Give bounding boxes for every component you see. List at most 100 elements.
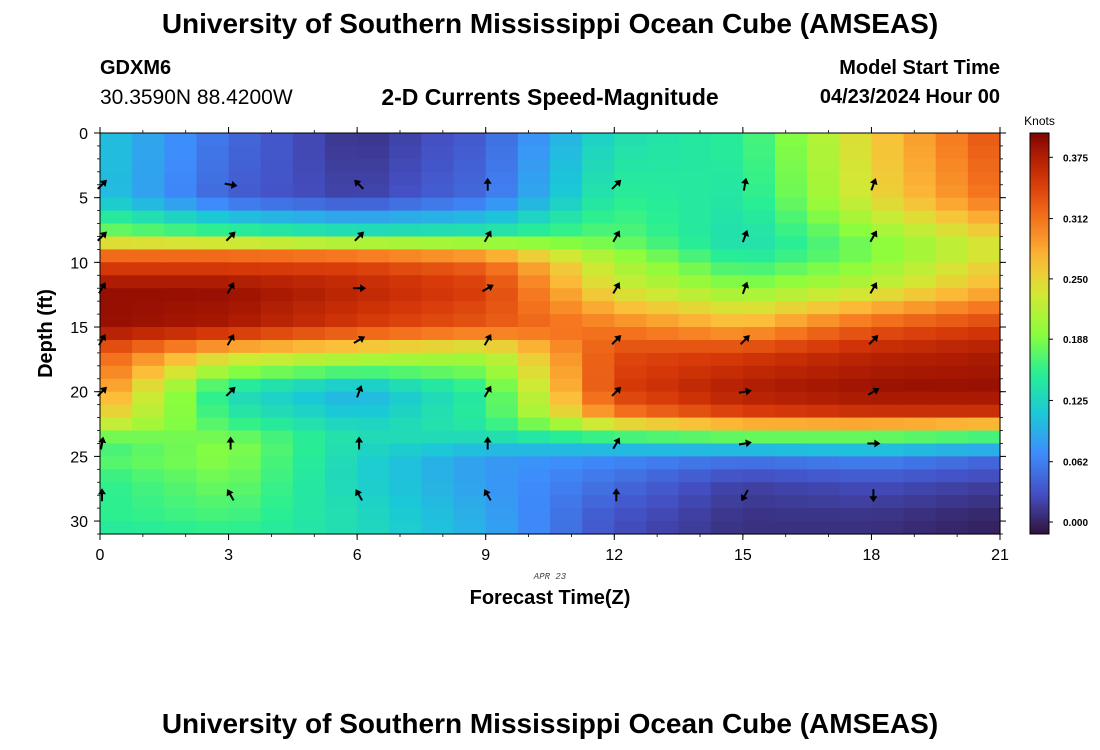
heatmap-cell bbox=[228, 288, 262, 302]
heatmap-cell bbox=[357, 236, 390, 251]
heatmap-cell bbox=[742, 352, 776, 367]
heatmap-cell bbox=[807, 482, 840, 496]
heatmap-cell bbox=[485, 417, 519, 432]
heatmap-cell bbox=[260, 404, 294, 419]
heatmap-cell bbox=[967, 133, 1001, 147]
heatmap-cell bbox=[935, 197, 969, 212]
heatmap-cell bbox=[132, 197, 165, 212]
heatmap-cell bbox=[164, 314, 198, 328]
heatmap-cell bbox=[357, 288, 390, 302]
heatmap-cell bbox=[421, 339, 455, 354]
heatmap-cell bbox=[132, 482, 165, 496]
heatmap-cell bbox=[100, 378, 133, 393]
heatmap-cell bbox=[164, 352, 198, 367]
heatmap-cell bbox=[389, 223, 423, 238]
heatmap-cell bbox=[325, 145, 358, 160]
heatmap-cell bbox=[678, 249, 712, 263]
heatmap-cell bbox=[357, 314, 390, 328]
heatmap-cell bbox=[389, 508, 423, 522]
heatmap-cell bbox=[421, 210, 455, 225]
page-title: University of Southern Mississippi Ocean… bbox=[161, 8, 939, 39]
current-vector-arrow bbox=[354, 231, 365, 242]
heatmap-cell bbox=[228, 133, 262, 147]
heatmap-cell bbox=[228, 508, 262, 522]
heatmap-cell bbox=[517, 365, 551, 380]
heatmap-cell bbox=[421, 236, 455, 251]
heatmap-cell bbox=[775, 210, 808, 225]
heatmap-cell bbox=[453, 223, 487, 238]
heatmap-cell bbox=[839, 417, 873, 432]
heatmap-cell bbox=[839, 391, 873, 406]
heatmap-cell bbox=[839, 145, 873, 160]
heatmap-cell bbox=[550, 365, 583, 380]
heatmap-cell bbox=[967, 339, 1001, 354]
heatmap-cell bbox=[292, 197, 326, 212]
heatmap-cell bbox=[132, 391, 165, 406]
heatmap-cell bbox=[132, 339, 165, 354]
heatmap-cell bbox=[710, 417, 744, 432]
heatmap-cell bbox=[389, 145, 423, 160]
heatmap-cell bbox=[775, 495, 808, 509]
heatmap-cell bbox=[710, 314, 744, 328]
heatmap-cell bbox=[100, 404, 133, 419]
heatmap-cell bbox=[517, 210, 551, 225]
heatmap-cell bbox=[614, 249, 648, 263]
heatmap-cell bbox=[614, 288, 648, 302]
current-vector-arrow bbox=[482, 284, 494, 293]
heatmap-cell bbox=[967, 391, 1001, 406]
heatmap-cell bbox=[775, 275, 808, 289]
heatmap-cell bbox=[646, 249, 680, 263]
heatmap-cell bbox=[871, 145, 905, 160]
heatmap-cell bbox=[260, 314, 294, 328]
heatmap-cell bbox=[582, 508, 615, 522]
heatmap-cell bbox=[389, 417, 423, 432]
chart-title: 2-D Currents Speed-Magnitude bbox=[381, 84, 719, 110]
heatmap-cell bbox=[389, 521, 423, 535]
heatmap-cell bbox=[485, 158, 519, 173]
heatmap-cell bbox=[196, 327, 230, 341]
heatmap-cell bbox=[807, 378, 840, 393]
heatmap-cell bbox=[646, 158, 680, 173]
heatmap-cell bbox=[164, 249, 198, 263]
heatmap-cell bbox=[839, 197, 873, 212]
current-vector-arrow bbox=[611, 179, 622, 190]
heatmap-cell bbox=[678, 417, 712, 432]
heatmap-cell bbox=[935, 443, 969, 457]
heatmap-cell bbox=[582, 327, 615, 341]
heatmap-cell bbox=[710, 404, 744, 419]
heatmap-cell bbox=[742, 469, 776, 483]
heatmap-cell bbox=[228, 171, 262, 186]
y-tick-label: 30 bbox=[70, 514, 88, 531]
heatmap-cell bbox=[742, 508, 776, 522]
heatmap-cell bbox=[742, 249, 776, 263]
heatmap-cell bbox=[710, 365, 744, 380]
heatmap-cell bbox=[260, 236, 294, 251]
heatmap-cell bbox=[100, 443, 133, 457]
heatmap-cell bbox=[646, 508, 680, 522]
heatmap-cell bbox=[228, 365, 262, 380]
heatmap-cell bbox=[871, 210, 905, 225]
heatmap-cell bbox=[196, 275, 230, 289]
heatmap-cell bbox=[485, 443, 519, 457]
heatmap-cell bbox=[614, 391, 648, 406]
heatmap-cell bbox=[325, 391, 358, 406]
heatmap-cell bbox=[550, 391, 583, 406]
heatmap-cell bbox=[742, 301, 776, 315]
heatmap-cell bbox=[935, 404, 969, 419]
heatmap-cell bbox=[228, 339, 262, 354]
heatmap-cell bbox=[807, 508, 840, 522]
heatmap-cell bbox=[453, 145, 487, 160]
heatmap-cell bbox=[453, 275, 487, 289]
heatmap-cell bbox=[453, 184, 487, 199]
current-vector-arrow bbox=[869, 178, 878, 191]
heatmap-cell bbox=[100, 327, 133, 341]
current-vector-arrow bbox=[741, 281, 750, 295]
heatmap-cell bbox=[292, 482, 326, 496]
heatmap-cell bbox=[357, 301, 390, 315]
heatmap-cell bbox=[775, 430, 808, 445]
heatmap-cell bbox=[292, 339, 326, 354]
heatmap-cell bbox=[325, 443, 358, 457]
heatmap-cell bbox=[903, 314, 937, 328]
heatmap-cell bbox=[807, 314, 840, 328]
y-axis-label: Depth (ft) bbox=[35, 289, 57, 378]
